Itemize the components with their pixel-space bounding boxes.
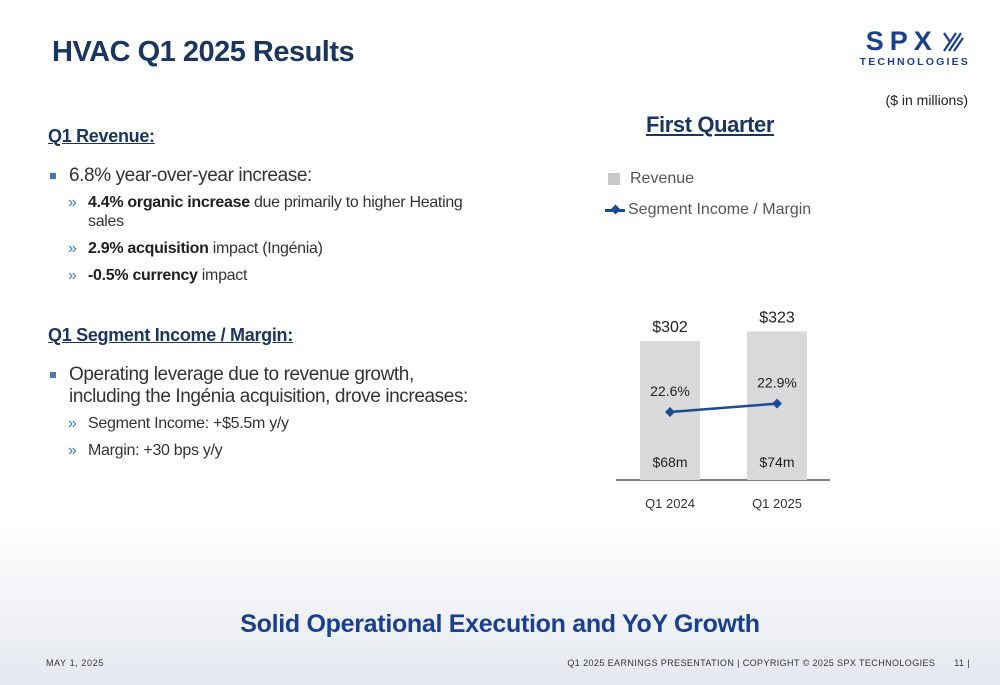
page-number: 11 | (954, 658, 970, 668)
segment-sub-income: » Segment Income: +$5.5m y/y (68, 414, 468, 433)
sub-text: due primarily to higher Heating sales (88, 194, 463, 230)
chevron-right-icon: » (68, 415, 77, 432)
page-title: HVAC Q1 2025 Results (52, 36, 355, 68)
margin-point-0 (665, 407, 675, 417)
bullet-square-icon (50, 173, 56, 179)
footer-date: MAY 1, 2025 (46, 658, 104, 668)
legend-revenue-label: Revenue (630, 170, 695, 187)
x-tick-label-1: Q1 2025 (752, 496, 802, 511)
tagline: Solid Operational Execution and YoY Grow… (240, 610, 760, 638)
legend-revenue: Revenue (605, 168, 811, 190)
segment-heading: Q1 Segment Income / Margin: (48, 325, 293, 345)
sub-bold: 2.9% acquisition (88, 240, 209, 257)
x-tick-label-0: Q1 2024 (645, 496, 695, 511)
logo-stripes-icon (942, 31, 964, 52)
legend-bar-swatch (608, 173, 620, 185)
revenue-data-label-0: $302 (652, 319, 688, 336)
segment-income-label-0: $68m (652, 454, 687, 470)
margin-series-line (669, 402, 778, 414)
units-note: ($ in millions) (885, 92, 968, 108)
sub-text: impact (Ingénia) (208, 240, 323, 257)
legend-margin-label: Segment Income / Margin (628, 201, 812, 218)
sub-text: impact (197, 267, 248, 284)
segment-sub-margin: » Margin: +30 bps y/y (68, 441, 468, 460)
chevron-right-icon: » (68, 442, 77, 459)
revenue-bullet-text: 6.8% year-over-year increase: (69, 165, 312, 186)
bullet-square-icon (50, 372, 56, 378)
revenue-sub-organic: » 4.4% organic increase due primarily to… (68, 193, 468, 231)
commentary: Q1 Revenue: 6.8% year-over-year increase… (48, 126, 468, 468)
margin-data-label-1: 22.9% (757, 375, 797, 391)
revenue-data-label-1: $323 (759, 309, 795, 326)
revenue-chart: $302 $68m Q1 2024 $323 $74m Q1 2025 22.6% 22.9% (616, 309, 830, 511)
revenue-sub-currency: » -0.5% currency impact (68, 266, 468, 285)
sub-text: Margin: +30 bps y/y (88, 442, 223, 459)
margin-data-label-0: 22.6% (650, 383, 690, 399)
spx-logo: SPX TECHNOLOGIES (860, 26, 970, 68)
legend-margin: Segment Income / Margin (605, 199, 811, 221)
revenue-heading: Q1 Revenue: (48, 126, 155, 146)
sub-bold: 4.4% organic increase (88, 194, 250, 211)
logo-word: SPX (865, 26, 938, 56)
segment-bullet-text: Operating leverage due to revenue growth… (69, 364, 468, 407)
margin-point-1 (772, 398, 782, 409)
sub-text: Segment Income: +$5.5m y/y (88, 415, 289, 432)
sub-bold: -0.5% currency (88, 267, 198, 284)
revenue-bullet: 6.8% year-over-year increase: (48, 165, 468, 187)
chevron-right-icon: » (68, 240, 77, 257)
chevron-right-icon: » (68, 194, 77, 211)
chevron-right-icon: » (68, 267, 77, 284)
revenue-sub-acquisition: » 2.9% acquisition impact (Ingénia) (68, 239, 468, 258)
logo-subtitle: TECHNOLOGIES (859, 56, 970, 68)
chart-title: First Quarter (645, 112, 775, 137)
footer-presentation: Q1 2025 EARNINGS PRESENTATION | COPYRIGH… (567, 658, 936, 668)
segment-income-label-1: $74m (759, 454, 794, 470)
segment-bullet: Operating leverage due to revenue growth… (48, 364, 468, 408)
legend-line-swatch (605, 199, 625, 221)
chart-legend: Revenue Segment Income / Margin (605, 168, 811, 230)
footer-info: Q1 2025 EARNINGS PRESENTATION | COPYRIGH… (551, 658, 970, 668)
